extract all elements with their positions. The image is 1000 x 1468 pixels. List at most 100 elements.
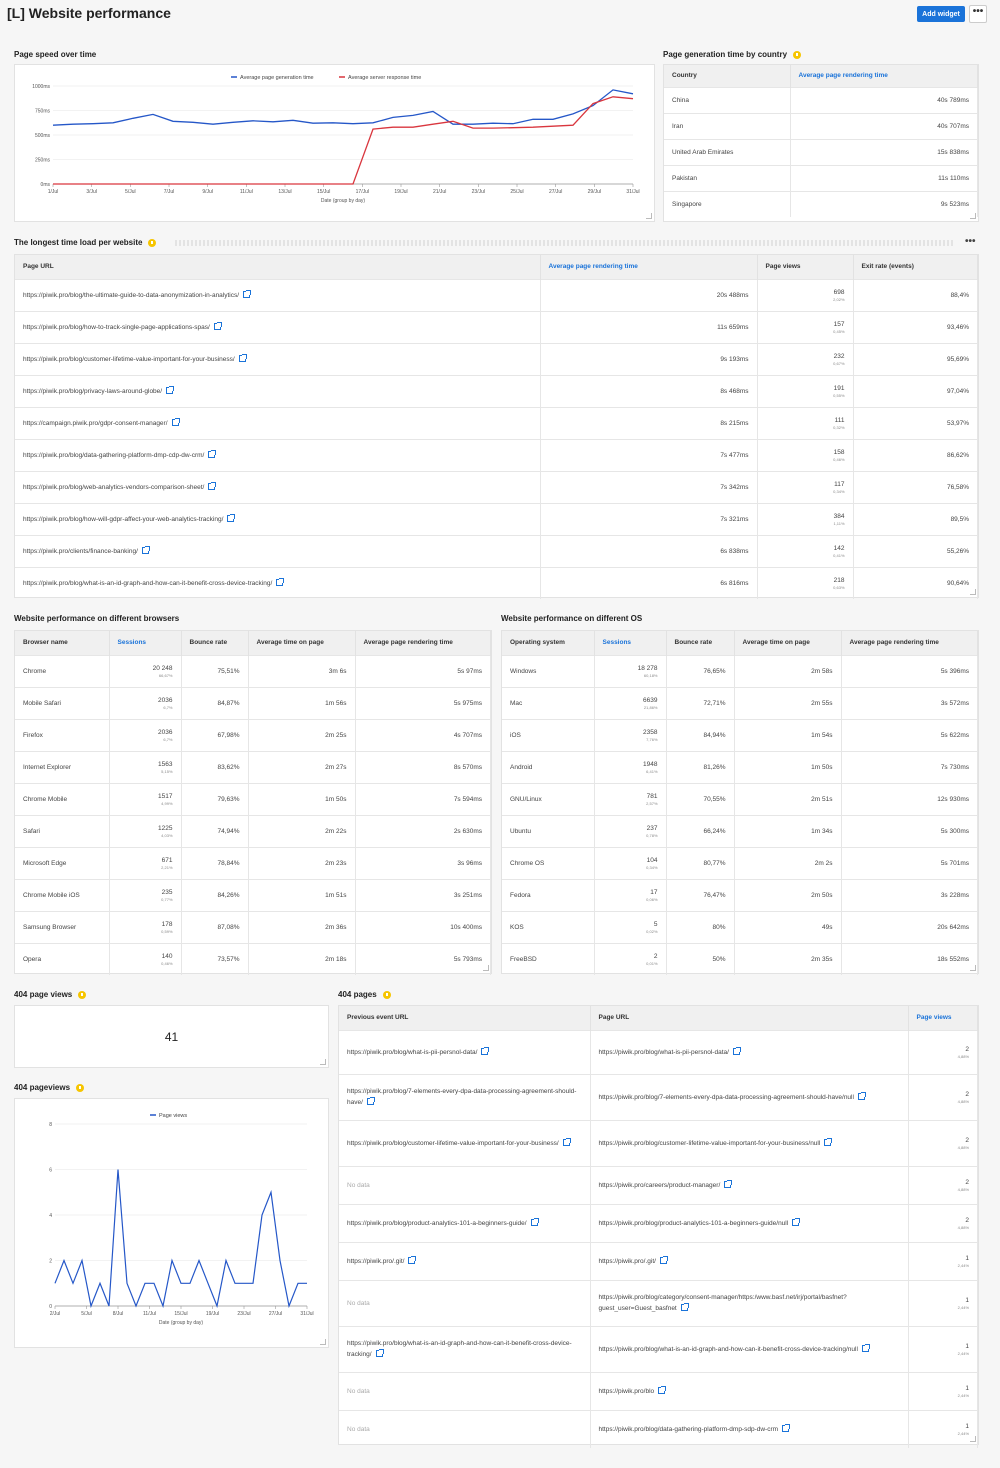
table-row[interactable]: https://piwik.pro/blog/customer-lifetime… xyxy=(15,342,978,375)
page-url[interactable]: https://piwik.pro/blo xyxy=(598,1387,655,1395)
legend-item[interactable]: Page views xyxy=(150,1113,187,1119)
page-url-cell[interactable]: https://piwik.pro/blog/7-elements-every-… xyxy=(590,1073,909,1120)
page-url-cell[interactable]: https://piwik.pro/blog/privacy-laws-arou… xyxy=(15,374,541,407)
external-link-icon[interactable] xyxy=(171,418,180,426)
external-link-icon[interactable] xyxy=(243,290,252,298)
page-url-cell[interactable]: https://piwik.pro/clients/finance-bankin… xyxy=(15,534,541,567)
page-url[interactable]: https://piwik.pro/blog/product-analytics… xyxy=(598,1219,789,1227)
page-url-cell[interactable]: https://piwik.pro/blog/product-analytics… xyxy=(590,1203,909,1242)
external-link-icon[interactable] xyxy=(732,1046,741,1055)
table-row[interactable]: No data https://piwik.pro/blog/data-gathe… xyxy=(339,1409,978,1448)
column-header[interactable]: Bounce rate xyxy=(181,631,249,655)
table-row[interactable]: Samsung Browser 178 0,59% 87,08% 2m 36s 10s 4… xyxy=(15,910,491,943)
column-header[interactable]: Page views xyxy=(757,255,854,279)
external-link-icon[interactable] xyxy=(658,1385,667,1394)
previous-url[interactable]: https://piwik.pro/blog/what-is-pii-persn… xyxy=(347,1048,478,1056)
table-row[interactable]: Chrome Mobile iOS 235 0,77% 84,26% 1m 51s 3s … xyxy=(15,878,491,911)
resize-handle[interactable] xyxy=(970,1436,976,1442)
page-url-cell[interactable]: https://piwik.pro/blog/the-ultimate-guid… xyxy=(15,278,541,311)
page-url-cell[interactable]: https://piwik.pro/blog/customer-lifetime… xyxy=(15,342,541,375)
page-url-cell[interactable]: https://campaign.piwik.pro/gdpr-consent-… xyxy=(15,406,541,439)
previous-url-cell[interactable]: https://piwik.pro/blog/product-analytics… xyxy=(339,1203,591,1242)
column-header[interactable]: Operating system xyxy=(502,631,595,655)
column-header[interactable]: Average page rendering time xyxy=(540,255,758,279)
previous-url-cell[interactable]: No data xyxy=(339,1165,591,1204)
external-link-icon[interactable] xyxy=(680,1303,689,1311)
external-link-icon[interactable] xyxy=(824,1137,833,1146)
external-link-icon[interactable] xyxy=(481,1046,490,1055)
column-header[interactable]: Exit rate (events) xyxy=(853,255,978,279)
external-link-icon[interactable] xyxy=(366,1097,375,1105)
resize-handle[interactable] xyxy=(970,965,976,971)
page-url[interactable]: https://piwik.pro/blog/data-gathering-pl… xyxy=(598,1425,779,1433)
external-link-icon[interactable] xyxy=(530,1217,539,1226)
page-url[interactable]: https://piwik.pro/blog/category/consent-… xyxy=(598,1294,847,1312)
page-url[interactable]: https://piwik.pro/blog/customer-lifetime… xyxy=(23,356,235,363)
table-row[interactable]: No data https://piwik.pro/careers/product… xyxy=(339,1165,978,1204)
table-row[interactable]: iOS 2358 7,76% 84,94% 1m 54s 5s 622ms xyxy=(502,718,978,751)
table-row[interactable]: Pakistan 11s 110ms xyxy=(664,164,978,191)
table-row[interactable]: Windows 18 278 60,18% 76,65% 2m 58s 5s 396ms xyxy=(502,654,978,687)
column-header[interactable]: Page views xyxy=(908,1006,978,1030)
add-widget-button[interactable]: Add widget xyxy=(917,6,965,22)
page-url[interactable]: https://piwik.pro/careers/product-manage… xyxy=(598,1181,721,1189)
resize-handle[interactable] xyxy=(320,1059,326,1065)
page-url[interactable]: https://piwik.pro/blog/how-will-gdpr-aff… xyxy=(23,516,224,523)
previous-url-cell[interactable]: https://piwik.pro/.git/ xyxy=(339,1241,591,1280)
page-url[interactable]: https://piwik.pro/blog/how-to-track-sing… xyxy=(23,324,210,331)
external-link-icon[interactable] xyxy=(408,1255,417,1264)
info-icon[interactable] xyxy=(382,990,391,999)
page-url[interactable]: https://piwik.pro/blog/7-elements-every-… xyxy=(598,1093,854,1101)
external-link-icon[interactable] xyxy=(782,1423,791,1432)
page-url-cell[interactable]: https://piwik.pro/blo xyxy=(590,1371,909,1410)
table-row[interactable]: Safari 1225 4,03% 74,94% 2m 22s 2s 630ms xyxy=(15,814,491,847)
table-row[interactable]: https://piwik.pro/blog/what-is-pii-persn… xyxy=(339,1029,978,1074)
external-link-icon[interactable] xyxy=(792,1217,801,1226)
table-row[interactable]: https://campaign.piwik.pro/gdpr-consent-… xyxy=(15,406,978,439)
resize-handle[interactable] xyxy=(320,1339,326,1345)
column-header[interactable]: Sessions xyxy=(109,631,182,655)
table-row[interactable]: No data https://piwik.pro/blog/category/c… xyxy=(339,1279,978,1326)
external-link-icon[interactable] xyxy=(375,1349,384,1357)
table-row[interactable]: https://piwik.pro/blog/web-analytics-ven… xyxy=(15,470,978,503)
column-header[interactable]: Average time on page xyxy=(248,631,356,655)
page-url-cell[interactable]: https://piwik.pro/blog/data-gathering-pl… xyxy=(590,1409,909,1448)
external-link-icon[interactable] xyxy=(857,1091,866,1100)
previous-url[interactable]: https://piwik.pro/blog/7-elements-every-… xyxy=(347,1088,577,1106)
resize-handle[interactable] xyxy=(970,213,976,219)
page-url[interactable]: https://piwik.pro/blog/web-analytics-ven… xyxy=(23,484,205,491)
column-header[interactable]: Country xyxy=(664,65,791,87)
page-url[interactable]: https://piwik.pro/blog/what-is-an-id-gra… xyxy=(598,1345,858,1353)
table-row[interactable]: United Arab Emirates 15s 838ms xyxy=(664,138,978,165)
external-link-icon[interactable] xyxy=(562,1137,571,1146)
page-url[interactable]: https://piwik.pro/blog/customer-lifetime… xyxy=(598,1139,821,1147)
table-row[interactable]: Mac 6639 21,86% 72,71% 2m 55s 3s 572ms xyxy=(502,686,978,719)
table-row[interactable]: KOS 5 0,02% 80% 49s 20s 642ms xyxy=(502,910,978,943)
table-row[interactable]: https://piwik.pro/.git/https://piwik.pro… xyxy=(339,1241,978,1280)
table-row[interactable]: Mobile Safari 2036 6,7% 84,87% 1m 56s 5s 975m… xyxy=(15,686,491,719)
external-link-icon[interactable] xyxy=(659,1255,668,1264)
page-url[interactable]: https://piwik.pro/blog/privacy-laws-arou… xyxy=(23,388,163,395)
column-header[interactable]: Browser name xyxy=(15,631,110,655)
table-row[interactable]: https://piwik.pro/clients/finance-bankin… xyxy=(15,534,978,567)
external-link-icon[interactable] xyxy=(227,514,236,522)
resize-handle[interactable] xyxy=(646,213,652,219)
external-link-icon[interactable] xyxy=(208,450,217,458)
table-row[interactable]: https://piwik.pro/blog/what-is-an-id-gra… xyxy=(339,1325,978,1372)
info-icon[interactable] xyxy=(793,50,802,59)
table-row[interactable]: Chrome 20 248 66,67% 75,51% 3m 6s 5s 97ms xyxy=(15,654,491,687)
table-row[interactable]: China 40s 789ms xyxy=(664,86,978,113)
table-row[interactable]: No data https://piwik.pro/blo 1 2,44% xyxy=(339,1371,978,1410)
table-row[interactable]: Fedora 17 0,06% 76,47% 2m 50s 3s 228ms xyxy=(502,878,978,911)
widget-more-button[interactable]: ••• xyxy=(965,236,976,247)
table-row[interactable]: https://piwik.pro/blog/customer-lifetime… xyxy=(339,1119,978,1166)
page-url-cell[interactable]: https://piwik.pro/blog/web-analytics-ven… xyxy=(15,470,541,503)
table-row[interactable]: https://piwik.pro/blog/privacy-laws-arou… xyxy=(15,374,978,407)
info-icon[interactable] xyxy=(76,1083,85,1092)
resize-handle[interactable] xyxy=(970,589,976,595)
drag-handle[interactable] xyxy=(175,240,953,246)
legend-item[interactable]: Average server response time xyxy=(339,75,421,81)
previous-url-cell[interactable]: No data xyxy=(339,1371,591,1410)
page-url-cell[interactable]: https://piwik.pro/blog/how-will-gdpr-aff… xyxy=(15,502,541,535)
previous-url[interactable]: https://piwik.pro/blog/product-analytics… xyxy=(347,1219,527,1227)
